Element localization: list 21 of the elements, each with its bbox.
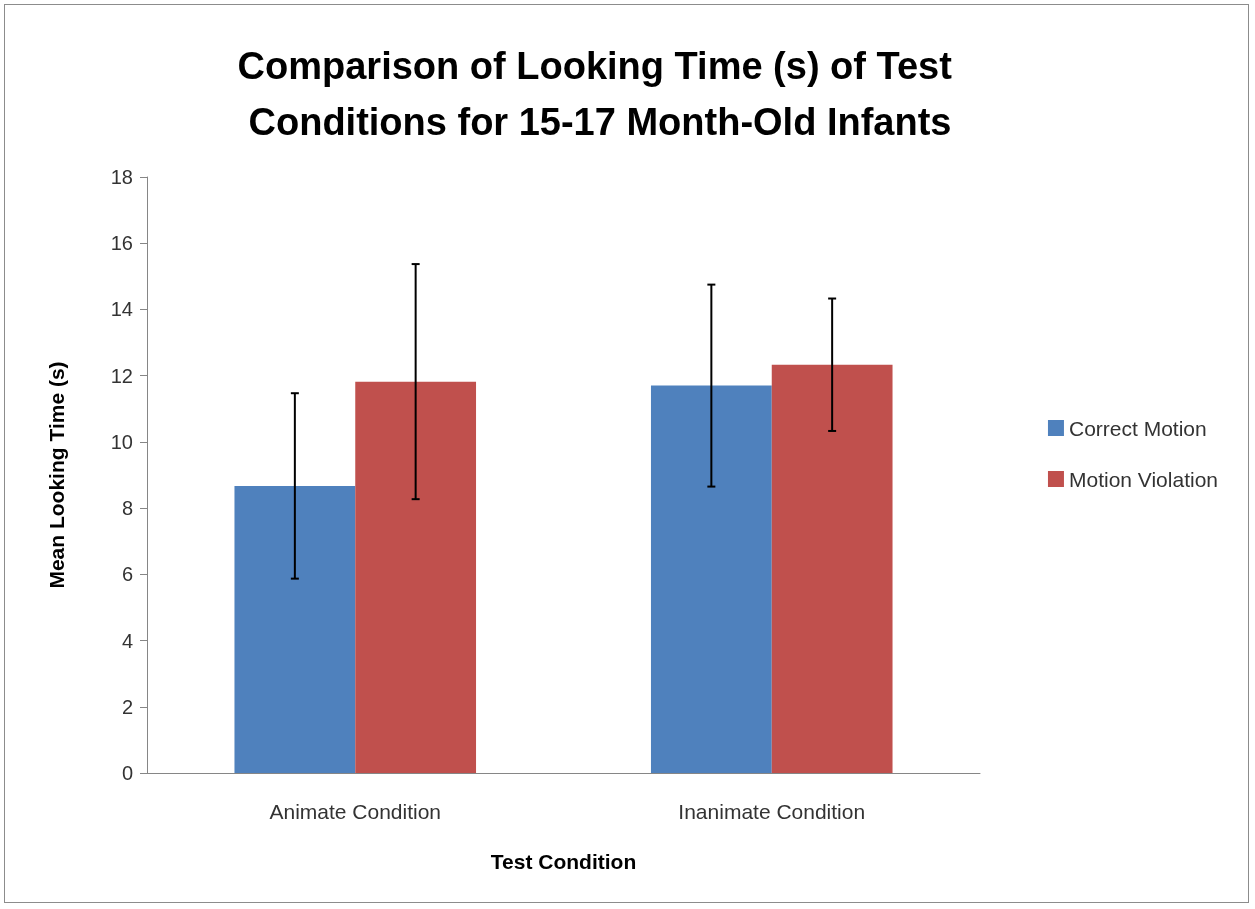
y-tick-label: 12 — [110, 364, 133, 387]
chart-title: Comparison of Looking Time (s) of Test Conditions for 15-17 Month-Old Infants — [237, 45, 963, 143]
y-tick-label: 10 — [110, 430, 133, 453]
y-tick-label: 2 — [121, 695, 133, 718]
y-tick-label: 8 — [121, 497, 133, 520]
x-tick-label: Animate Condition — [269, 800, 442, 823]
bar — [355, 381, 477, 773]
y-tick-label: 14 — [110, 298, 133, 321]
y-tick-label: 16 — [110, 232, 133, 255]
y-tick-label: 18 — [110, 166, 133, 188]
legend-label: Correct Motion — [1068, 416, 1207, 440]
bar — [234, 485, 356, 773]
bar — [650, 385, 772, 773]
y-axis-title: Mean Looking Time (s) — [45, 361, 68, 589]
x-axis-title: Test Condition — [490, 850, 637, 873]
y-tick-label: 0 — [121, 762, 133, 784]
bar — [771, 364, 893, 773]
legend-label: Motion Violation — [1068, 467, 1219, 491]
y-tick-label: 4 — [121, 629, 133, 652]
y-tick-label: 6 — [121, 563, 133, 586]
x-tick-label: Inanimate Condition — [678, 800, 866, 823]
